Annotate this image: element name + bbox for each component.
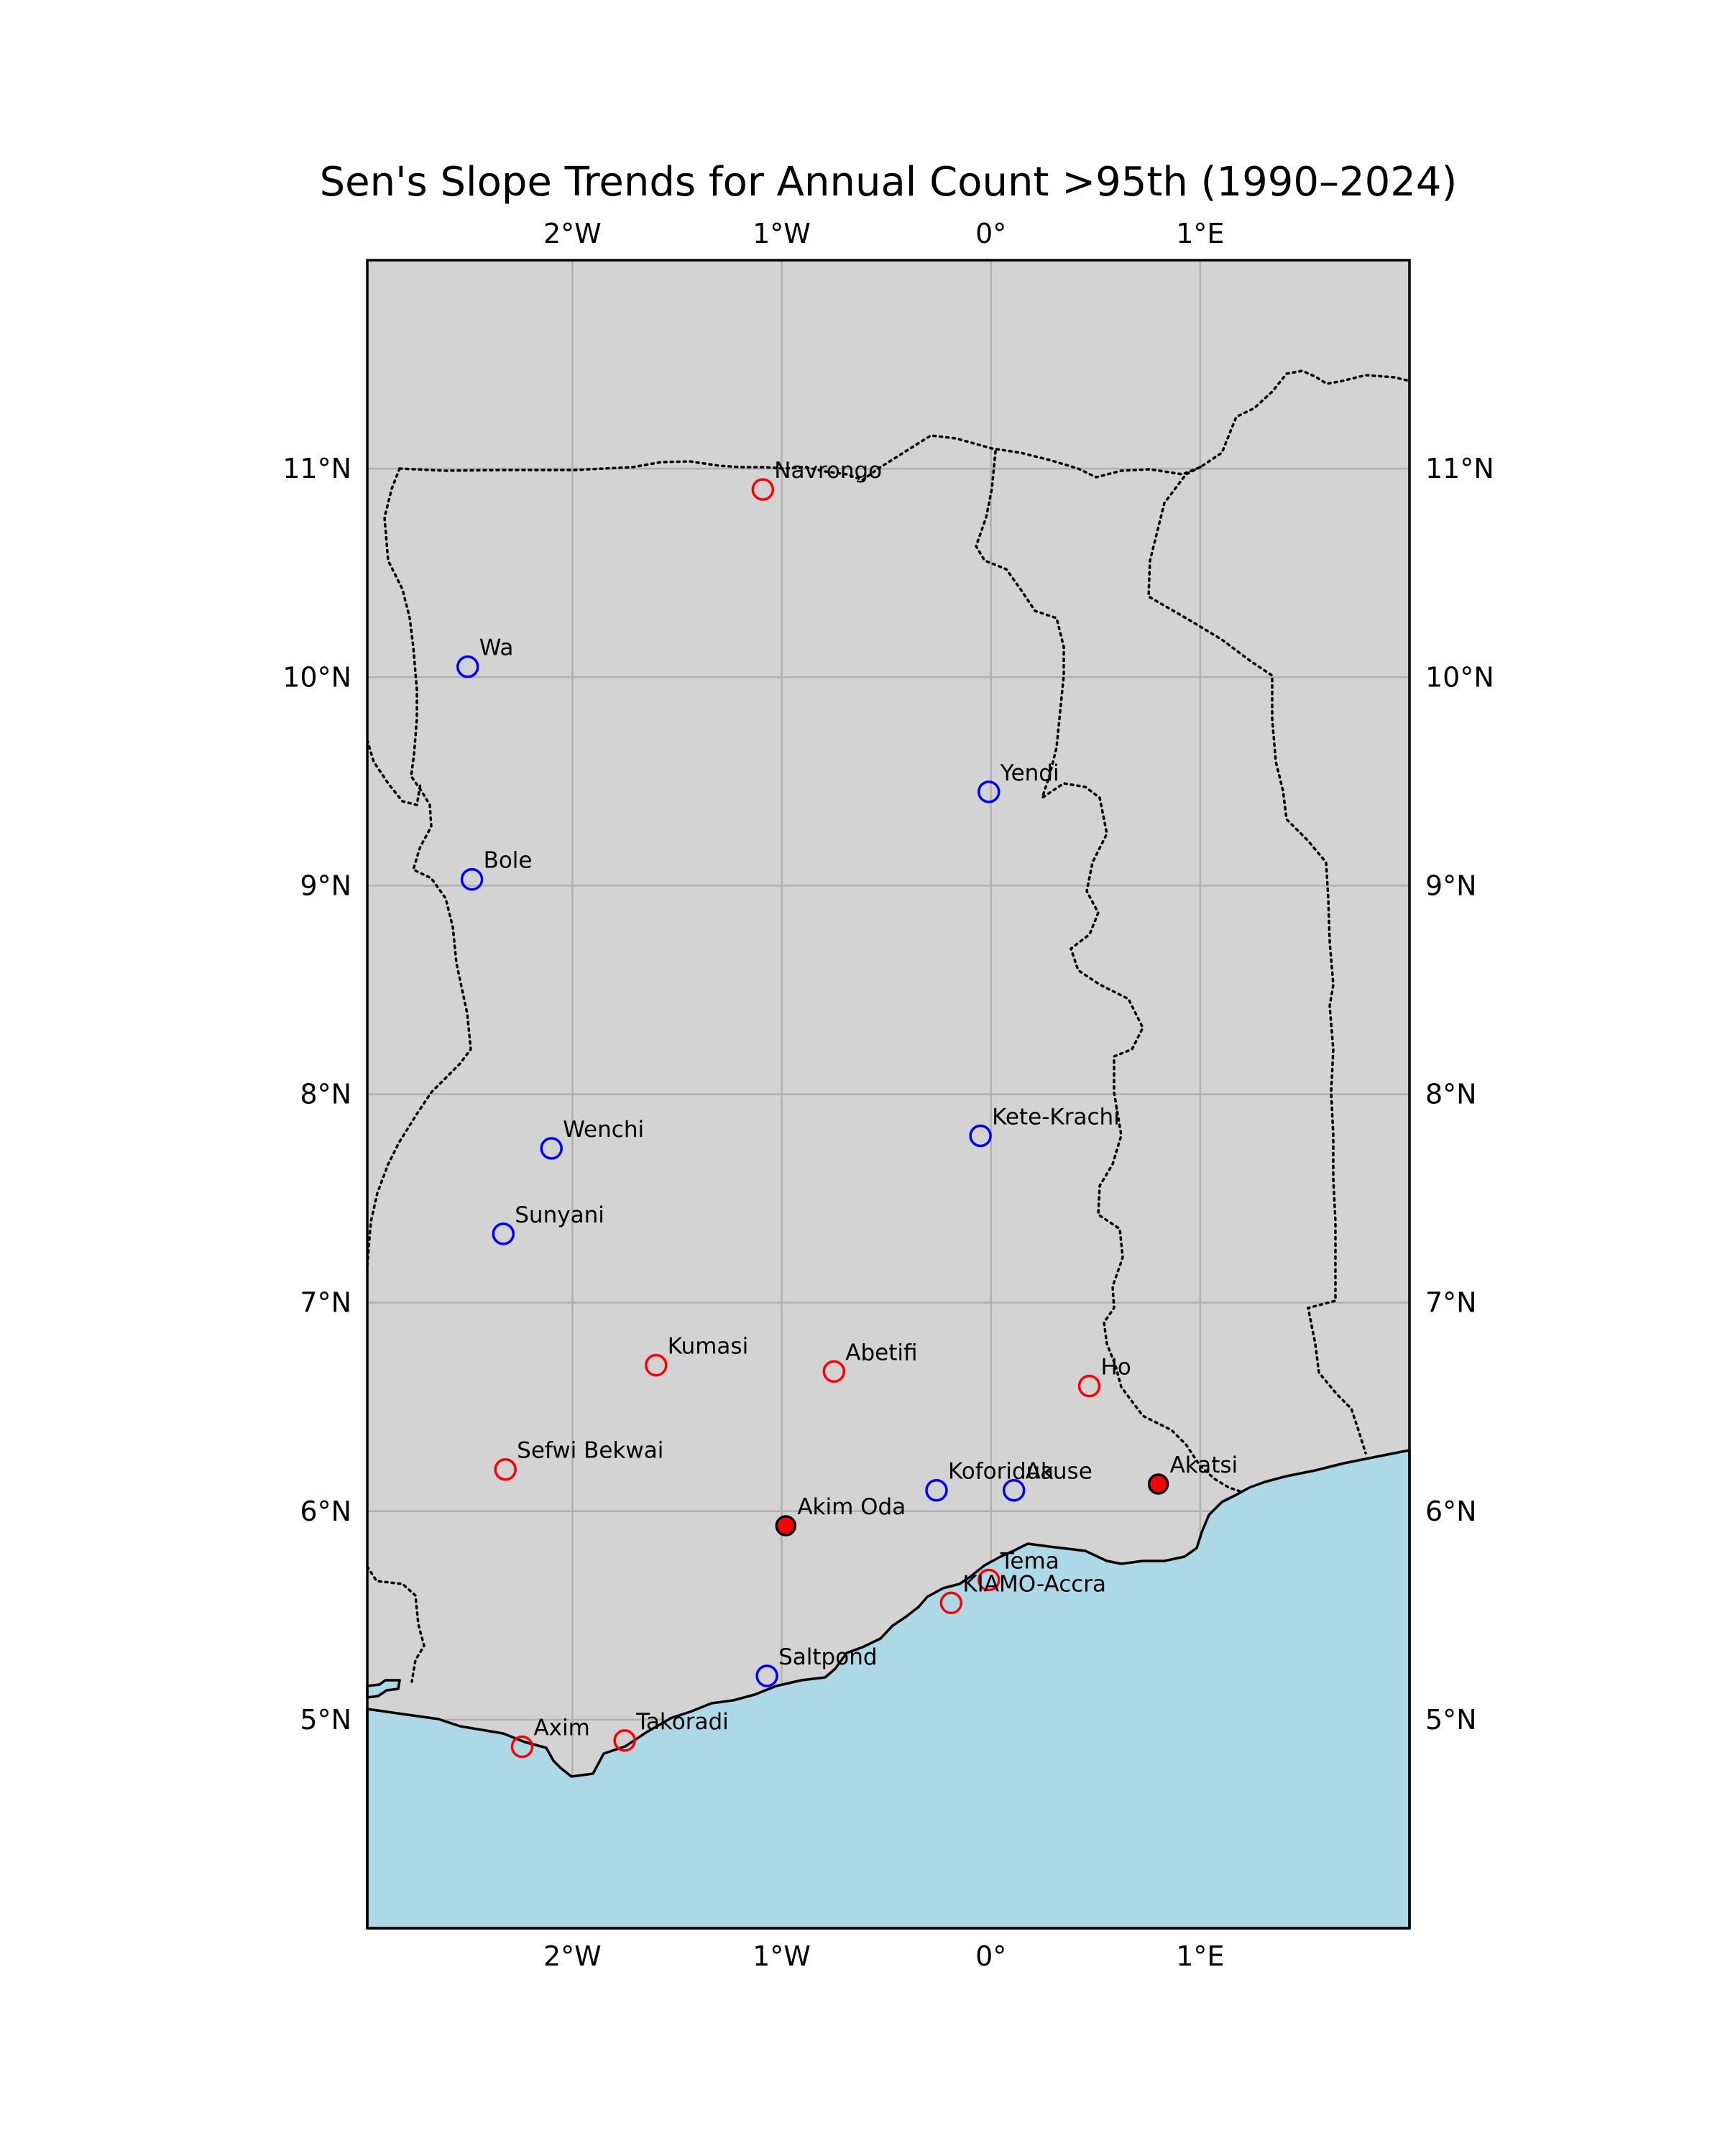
inland-water-detail: [366, 1679, 401, 1699]
station-abetifi: Abetifi: [822, 1340, 918, 1383]
border-west-top: [366, 739, 422, 807]
station-label: Yendi: [1000, 760, 1059, 786]
station-label: KIAMO-Accra: [962, 1571, 1106, 1597]
positive-trend-marker: [939, 1591, 963, 1615]
station-navrongo: Navrongo: [751, 458, 882, 501]
positive-trend-marker: [822, 1360, 846, 1383]
positive-trend-marker: [645, 1353, 668, 1377]
map-panel: Navrongo Wa Yendi Bole Wenchi Kete-Krachi Suny…: [366, 259, 1411, 1930]
station-akim-oda: Akim Oda: [775, 1494, 906, 1537]
negative-trend-marker: [925, 1478, 948, 1502]
station-bole: Bole: [460, 848, 533, 891]
negative-trend-marker: [755, 1664, 778, 1687]
station-label: Abetifi: [845, 1340, 917, 1365]
station-label: Sunyani: [515, 1202, 604, 1228]
station-label: Akim Oda: [797, 1494, 906, 1520]
lon-tick-label-bottom: 1°W: [753, 1940, 811, 1972]
positive-trend-marker: [510, 1735, 534, 1759]
lon-tick-label-top: 1°W: [753, 218, 811, 249]
lon-tick-label-bottom: 1°E: [1176, 1940, 1224, 1972]
positive-trend-marker: [751, 478, 775, 501]
lon-tick-label-top: 1°E: [1176, 218, 1224, 249]
negative-trend-marker: [969, 1124, 992, 1148]
significant-trend-marker: [775, 1515, 797, 1537]
station-axim: Axim: [510, 1715, 590, 1759]
station-label: Kumasi: [668, 1334, 748, 1360]
station-label: Saltpond: [778, 1644, 877, 1670]
positive-trend-marker: [494, 1457, 517, 1481]
lon-tick-label-top: 2°W: [543, 218, 602, 249]
border-east: [975, 450, 1243, 1493]
border-west-lower: [366, 1565, 426, 1683]
border-west: [366, 467, 472, 1266]
station-yendi: Yendi: [978, 760, 1059, 803]
station-label: Navrongo: [774, 458, 882, 484]
station-saltpond: Saltpond: [755, 1644, 878, 1687]
border-far-east: [1147, 466, 1367, 1455]
lat-tick-label-left: 6°N: [300, 1496, 351, 1527]
station-akuse: Akuse: [1002, 1459, 1092, 1502]
lon-tick-label-top: 0°: [975, 218, 1006, 249]
map-title: Sen's Slope Trends for Annual Count >95t…: [320, 159, 1458, 206]
station-label: Kete-Krachi: [992, 1105, 1120, 1130]
map-frame: [366, 259, 1411, 1930]
station-koforidua: Koforidua: [925, 1459, 1054, 1502]
lat-tick-label-left: 8°N: [300, 1079, 351, 1110]
ocean: [366, 1449, 1411, 1930]
lat-tick-label-left: 11°N: [282, 453, 351, 484]
negative-trend-marker: [456, 655, 479, 678]
station-label: Akuse: [1026, 1459, 1092, 1485]
station-label: Ho: [1101, 1355, 1131, 1381]
station-wenchi: Wenchi: [540, 1117, 644, 1160]
positive-trend-marker: [613, 1729, 636, 1752]
negative-trend-marker: [978, 780, 1000, 803]
station-ho: Ho: [1077, 1355, 1131, 1398]
negative-trend-marker: [460, 867, 484, 891]
negative-trend-marker: [540, 1137, 563, 1160]
station-label: Akatsi: [1170, 1452, 1238, 1478]
significant-trend-marker: [1147, 1473, 1169, 1495]
lat-tick-label-right: 11°N: [1425, 453, 1494, 484]
lon-tick-label-bottom: 2°W: [543, 1940, 602, 1972]
station-kumasi: Kumasi: [645, 1334, 748, 1377]
lat-tick-label-left: 9°N: [300, 870, 351, 901]
station-sunyani: Sunyani: [492, 1202, 604, 1245]
station-label: Sefwi Bekwai: [517, 1438, 663, 1464]
station-label: Tema: [1000, 1548, 1059, 1574]
lat-tick-label-right: 9°N: [1425, 870, 1477, 901]
lat-tick-label-right: 10°N: [1425, 661, 1494, 693]
positive-trend-marker: [1077, 1374, 1101, 1398]
station-label: Wa: [479, 635, 514, 661]
border-north: [398, 369, 1411, 482]
lat-tick-label-left: 7°N: [300, 1287, 351, 1319]
lat-tick-label-left: 5°N: [300, 1704, 351, 1736]
station-takoradi: Takoradi: [613, 1709, 729, 1752]
station-label: Bole: [484, 848, 533, 874]
station-kete-krachi: Kete-Krachi: [969, 1105, 1120, 1148]
lat-tick-label-left: 10°N: [282, 661, 351, 693]
station-label: Koforidua: [948, 1459, 1054, 1485]
lat-tick-label-right: 8°N: [1425, 1079, 1477, 1110]
station-label: Axim: [533, 1715, 589, 1741]
negative-trend-marker: [1002, 1478, 1026, 1502]
negative-trend-marker: [492, 1222, 515, 1245]
station-wa: Wa: [456, 635, 514, 678]
station-label: Wenchi: [563, 1117, 644, 1143]
station-tema: Tema: [978, 1548, 1059, 1592]
lat-tick-label-right: 7°N: [1425, 1287, 1477, 1319]
station-akatsi: Akatsi: [1147, 1452, 1238, 1495]
lat-tick-label-right: 6°N: [1425, 1496, 1477, 1527]
axis-tick-labels: 2°W 2°W 1°W 1°W 0° 0° 1°E 1°E 11°N 11°N 10°N 10°N 9°…: [282, 218, 1494, 1972]
station-kiamo-accra: KIAMO-Accra: [939, 1571, 1106, 1615]
station-markers: Navrongo Wa Yendi Bole Wenchi Kete-Krachi Suny…: [456, 458, 1238, 1759]
lat-tick-label-right: 5°N: [1425, 1704, 1477, 1736]
positive-trend-marker: [978, 1568, 1000, 1592]
station-label: Takoradi: [635, 1709, 729, 1735]
lon-tick-label-bottom: 0°: [975, 1940, 1006, 1972]
station-sefwi-bekwai: Sefwi Bekwai: [494, 1438, 663, 1481]
